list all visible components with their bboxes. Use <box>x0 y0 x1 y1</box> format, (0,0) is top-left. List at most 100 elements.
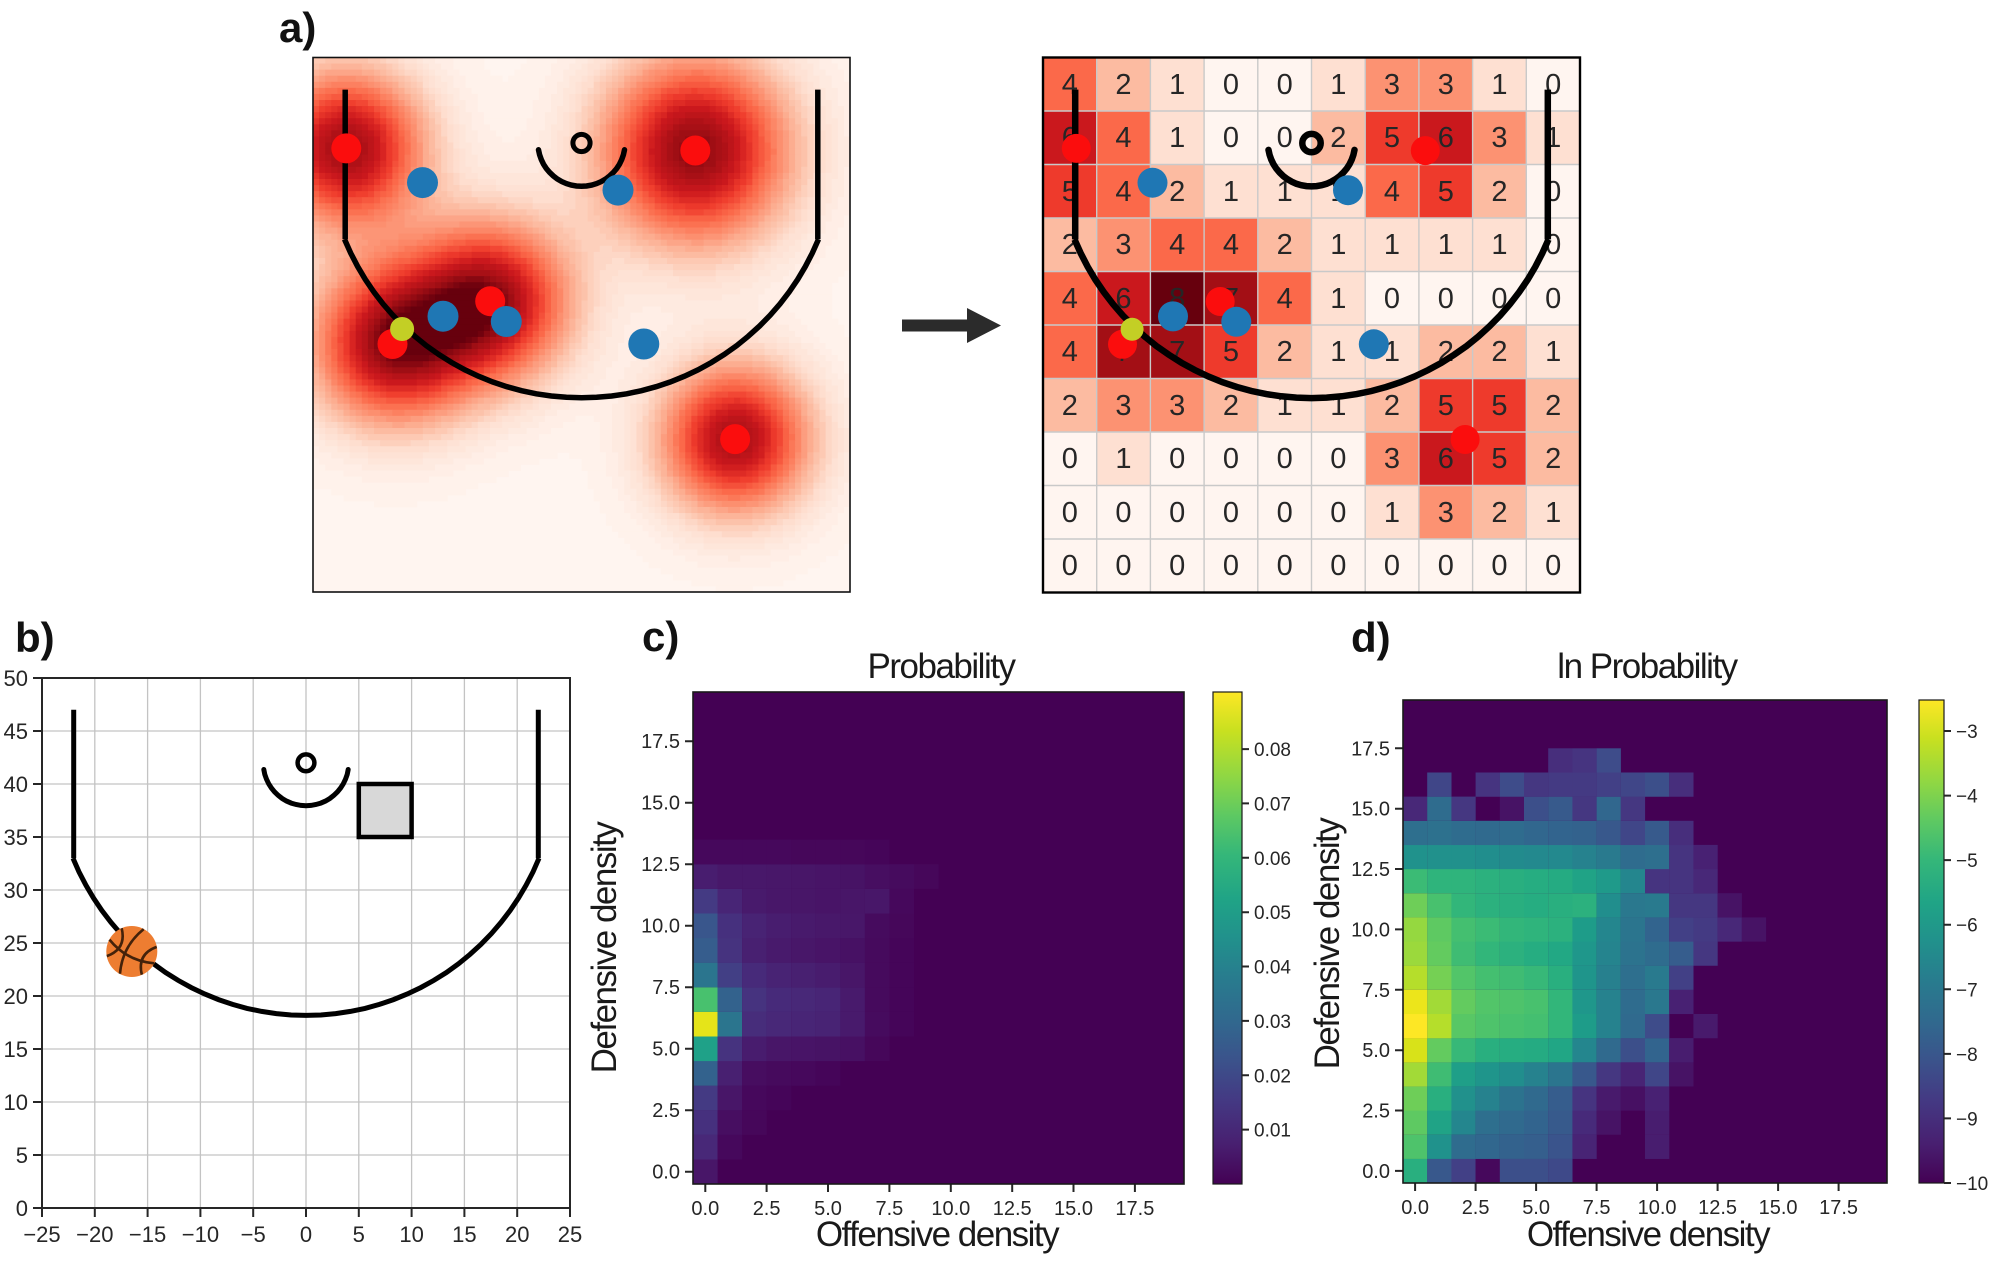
svg-text:−15: −15 <box>129 1222 166 1247</box>
svg-text:15.0: 15.0 <box>1054 1198 1093 1220</box>
svg-text:Offensive density: Offensive density <box>1527 1215 1771 1254</box>
svg-text:0: 0 <box>1115 497 1131 529</box>
svg-text:−3: −3 <box>1956 722 1978 743</box>
svg-text:2.5: 2.5 <box>1462 1197 1490 1219</box>
svg-text:10: 10 <box>399 1222 423 1247</box>
svg-text:25: 25 <box>4 931 28 956</box>
svg-text:1: 1 <box>1384 229 1400 261</box>
svg-text:5.0: 5.0 <box>814 1198 842 1220</box>
svg-text:1: 1 <box>1169 69 1185 101</box>
svg-text:−5: −5 <box>241 1222 266 1247</box>
svg-text:2: 2 <box>1223 390 1239 422</box>
svg-text:2.5: 2.5 <box>753 1198 781 1220</box>
svg-text:0: 0 <box>1330 550 1346 582</box>
svg-text:0: 0 <box>1115 550 1131 582</box>
svg-text:4: 4 <box>1223 229 1239 261</box>
svg-text:0.0: 0.0 <box>691 1198 719 1220</box>
svg-text:0.0: 0.0 <box>1362 1161 1390 1183</box>
svg-text:0: 0 <box>1223 69 1239 101</box>
svg-text:0: 0 <box>1277 122 1293 154</box>
svg-text:10.0: 10.0 <box>641 916 680 938</box>
svg-text:0: 0 <box>1169 550 1185 582</box>
svg-text:3: 3 <box>1169 390 1185 422</box>
svg-text:12.5: 12.5 <box>993 1198 1032 1220</box>
svg-text:25: 25 <box>558 1222 582 1247</box>
svg-text:1: 1 <box>1545 336 1561 368</box>
svg-text:17.5: 17.5 <box>1351 738 1390 760</box>
svg-text:c): c) <box>642 613 679 660</box>
svg-text:1: 1 <box>1330 69 1346 101</box>
svg-text:0: 0 <box>1277 497 1293 529</box>
svg-text:4: 4 <box>1062 336 1078 368</box>
svg-text:2: 2 <box>1384 390 1400 422</box>
svg-text:10.0: 10.0 <box>1351 919 1390 941</box>
svg-text:0: 0 <box>1062 443 1078 475</box>
svg-text:0: 0 <box>1062 550 1078 582</box>
svg-text:1: 1 <box>1330 229 1346 261</box>
svg-text:0: 0 <box>1438 550 1454 582</box>
svg-text:40: 40 <box>4 772 28 797</box>
svg-text:5.0: 5.0 <box>1522 1197 1550 1219</box>
svg-text:2: 2 <box>1330 122 1346 154</box>
svg-text:2.5: 2.5 <box>652 1100 680 1122</box>
svg-text:0.08: 0.08 <box>1254 740 1291 761</box>
svg-text:1: 1 <box>1330 283 1346 315</box>
svg-text:7.5: 7.5 <box>1583 1197 1611 1219</box>
svg-text:0.05: 0.05 <box>1254 903 1291 924</box>
svg-text:0.04: 0.04 <box>1254 958 1291 979</box>
svg-text:3: 3 <box>1438 69 1454 101</box>
svg-text:−10: −10 <box>182 1222 219 1247</box>
svg-text:20: 20 <box>505 1222 529 1247</box>
svg-text:15.0: 15.0 <box>1759 1197 1798 1219</box>
svg-text:2: 2 <box>1115 69 1131 101</box>
svg-text:a): a) <box>279 4 316 51</box>
svg-text:2: 2 <box>1545 443 1561 475</box>
svg-text:0: 0 <box>1330 497 1346 529</box>
svg-text:12.5: 12.5 <box>641 854 680 876</box>
svg-text:Defensive density: Defensive density <box>1308 817 1347 1070</box>
svg-text:0.02: 0.02 <box>1254 1066 1291 1087</box>
svg-text:−6: −6 <box>1956 916 1978 937</box>
svg-text:4: 4 <box>1115 176 1131 208</box>
svg-text:ln Probability: ln Probability <box>1557 647 1738 686</box>
svg-text:−25: −25 <box>23 1222 60 1247</box>
svg-text:0.03: 0.03 <box>1254 1012 1291 1033</box>
svg-text:5: 5 <box>1438 176 1454 208</box>
svg-text:2: 2 <box>1491 176 1507 208</box>
svg-text:0: 0 <box>1277 443 1293 475</box>
svg-text:15: 15 <box>4 1037 28 1062</box>
svg-text:0: 0 <box>1169 443 1185 475</box>
svg-text:6: 6 <box>1438 443 1454 475</box>
svg-text:1: 1 <box>1438 229 1454 261</box>
svg-text:17.5: 17.5 <box>1819 1197 1858 1219</box>
svg-text:3: 3 <box>1384 443 1400 475</box>
svg-text:Probability: Probability <box>868 647 1017 686</box>
svg-text:0.0: 0.0 <box>652 1162 680 1184</box>
svg-text:0: 0 <box>1169 497 1185 529</box>
svg-text:2.5: 2.5 <box>1362 1101 1390 1123</box>
svg-text:1: 1 <box>1330 336 1346 368</box>
svg-text:45: 45 <box>4 719 28 744</box>
svg-text:15.0: 15.0 <box>1351 799 1390 821</box>
svg-text:1: 1 <box>1491 229 1507 261</box>
svg-text:−8: −8 <box>1956 1045 1978 1066</box>
svg-text:0.06: 0.06 <box>1254 849 1291 870</box>
svg-text:5.0: 5.0 <box>652 1039 680 1061</box>
svg-text:2: 2 <box>1277 336 1293 368</box>
svg-text:15.0: 15.0 <box>641 793 680 815</box>
svg-text:0: 0 <box>1223 497 1239 529</box>
svg-text:5: 5 <box>1491 443 1507 475</box>
svg-text:5: 5 <box>1438 390 1454 422</box>
svg-text:3: 3 <box>1115 229 1131 261</box>
svg-text:4: 4 <box>1062 283 1078 315</box>
svg-text:−7: −7 <box>1956 980 1978 1001</box>
svg-text:0.07: 0.07 <box>1254 794 1291 815</box>
svg-text:50: 50 <box>4 666 28 691</box>
svg-text:0: 0 <box>300 1222 312 1247</box>
svg-text:3: 3 <box>1491 122 1507 154</box>
svg-text:0: 0 <box>1384 283 1400 315</box>
svg-text:2: 2 <box>1277 229 1293 261</box>
svg-text:2: 2 <box>1545 390 1561 422</box>
svg-text:1: 1 <box>1384 497 1400 529</box>
svg-text:0: 0 <box>1491 550 1507 582</box>
